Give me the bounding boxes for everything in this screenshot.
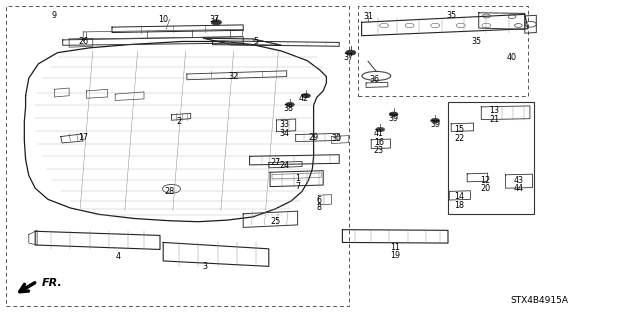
Text: 27: 27 (270, 158, 280, 167)
Bar (358, 6, 528, 96)
Text: 16: 16 (374, 138, 384, 147)
Text: 11: 11 (390, 243, 400, 252)
Circle shape (376, 127, 385, 132)
Text: 22: 22 (454, 134, 465, 143)
Text: 25: 25 (270, 217, 280, 226)
Text: 44: 44 (513, 184, 524, 193)
Text: 41: 41 (374, 129, 384, 138)
Text: 5: 5 (253, 37, 259, 46)
Bar (448, 102, 534, 214)
Circle shape (389, 112, 398, 116)
Text: 37: 37 (344, 53, 354, 62)
Text: 15: 15 (454, 125, 465, 134)
Text: 3: 3 (202, 262, 207, 271)
Text: 31: 31 (363, 12, 373, 21)
Text: 32: 32 (228, 72, 239, 81)
Text: 12: 12 (480, 176, 490, 185)
Text: 42: 42 (299, 94, 309, 103)
Text: 4: 4 (116, 252, 121, 261)
Text: 39: 39 (388, 114, 399, 122)
Text: 36: 36 (369, 75, 380, 84)
Text: 1: 1 (295, 174, 300, 183)
Text: 17: 17 (78, 133, 88, 142)
Text: 30: 30 (331, 134, 341, 143)
Circle shape (285, 102, 294, 107)
Text: 21: 21 (489, 115, 499, 124)
Text: 38: 38 (283, 104, 293, 113)
Circle shape (431, 118, 440, 123)
Text: 2: 2 (177, 117, 182, 126)
Text: 6: 6 (316, 197, 321, 205)
Text: 33: 33 (280, 120, 290, 129)
Text: STX4B4915A: STX4B4915A (510, 296, 568, 305)
Text: 7: 7 (295, 182, 300, 191)
Text: 14: 14 (454, 192, 465, 201)
Text: FR.: FR. (42, 278, 62, 288)
Text: 24: 24 (280, 161, 290, 170)
Text: 43: 43 (513, 176, 524, 185)
Text: 34: 34 (280, 130, 290, 138)
Text: 35: 35 (472, 37, 482, 46)
Text: 10: 10 (158, 15, 168, 24)
Text: 26: 26 (78, 37, 88, 46)
Text: 28: 28 (164, 187, 175, 196)
Text: 8: 8 (316, 204, 321, 212)
Circle shape (301, 93, 310, 98)
Text: 13: 13 (489, 106, 499, 115)
Text: 9: 9 (52, 11, 57, 20)
Text: 19: 19 (390, 251, 400, 260)
Text: 37: 37 (209, 15, 220, 24)
Text: 18: 18 (454, 201, 465, 210)
Text: 29: 29 (308, 133, 319, 142)
Text: 39: 39 (430, 120, 440, 129)
Text: 35: 35 (446, 11, 456, 20)
Circle shape (346, 50, 356, 55)
Circle shape (211, 20, 221, 25)
Text: 40: 40 (507, 53, 517, 62)
Text: 20: 20 (480, 184, 490, 193)
Bar (6, 6, 349, 306)
Text: 23: 23 (374, 146, 384, 155)
